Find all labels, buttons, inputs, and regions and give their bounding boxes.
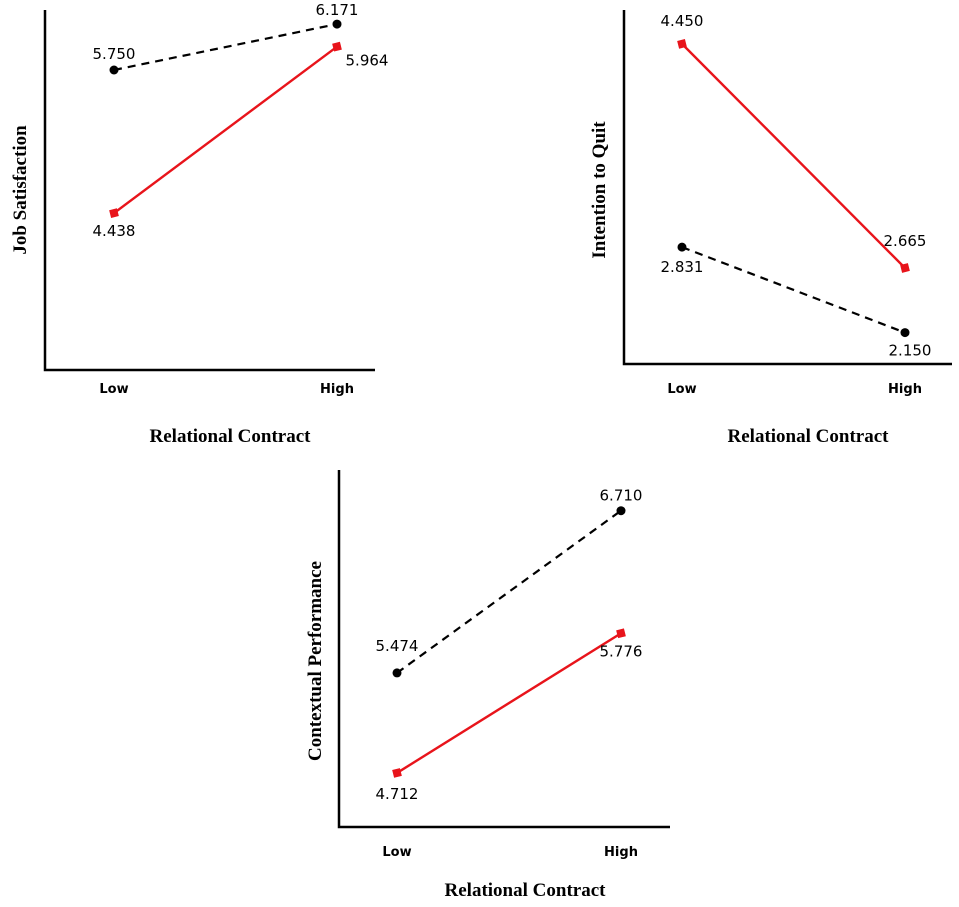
data-point-dashed-high bbox=[616, 506, 626, 516]
axis-lines bbox=[622, 10, 952, 366]
data-point-dashed-high bbox=[332, 19, 342, 29]
data-point-dashed-low bbox=[392, 668, 402, 678]
series-line-solid bbox=[396, 632, 622, 774]
x-tick-label-high: High bbox=[604, 845, 638, 860]
x-tick-label-high: High bbox=[320, 382, 354, 397]
data-label-dashed-high: 6.710 bbox=[600, 487, 643, 505]
chart-panel-3: Low High Relational Contract Contextual Per… bbox=[305, 470, 670, 901]
chart-panel-1: Low High Relational Contract Job Satisfacti… bbox=[10, 1, 388, 447]
data-point-dashed-high bbox=[900, 328, 910, 338]
data-point-solid-low bbox=[392, 768, 402, 778]
series-line-dashed bbox=[681, 246, 906, 334]
data-point-solid-high bbox=[616, 628, 626, 639]
data-label-solid-high: 5.964 bbox=[346, 52, 389, 70]
data-point-solid-low bbox=[677, 39, 687, 49]
x-axis-label: Relational Contract bbox=[150, 426, 312, 447]
series-line-solid bbox=[681, 43, 906, 269]
axis-lines bbox=[337, 470, 670, 829]
y-axis-label: Job Satisfaction bbox=[10, 125, 31, 255]
data-point-dashed-low bbox=[677, 242, 687, 252]
data-point-solid-low bbox=[109, 208, 119, 218]
data-label-dashed-high: 2.150 bbox=[889, 342, 932, 360]
series-line-solid bbox=[113, 45, 338, 215]
data-label-solid-high: 2.665 bbox=[884, 232, 927, 250]
x-tick-label-low: Low bbox=[99, 382, 128, 397]
x-axis-label: Relational Contract bbox=[445, 880, 607, 901]
axis-lines bbox=[43, 10, 375, 372]
data-label-solid-low: 4.450 bbox=[661, 12, 704, 30]
chart-panel-2: Low High Relational Contract Intention to Q… bbox=[589, 10, 952, 447]
data-label-solid-low: 4.712 bbox=[376, 785, 419, 803]
y-axis-label: Intention to Quit bbox=[589, 121, 610, 259]
data-point-solid-high bbox=[332, 41, 342, 52]
data-point-dashed-low bbox=[109, 65, 119, 75]
data-point-solid-high bbox=[900, 263, 910, 273]
x-tick-label-high: High bbox=[888, 382, 922, 397]
y-axis-label: Contextual Performance bbox=[305, 561, 326, 761]
x-axis-label: Relational Contract bbox=[728, 426, 890, 447]
data-label-solid-low: 4.438 bbox=[93, 222, 136, 240]
x-tick-label-low: Low bbox=[667, 382, 696, 397]
data-label-solid-high: 5.776 bbox=[600, 642, 643, 660]
data-label-dashed-low: 5.750 bbox=[93, 45, 136, 63]
data-label-dashed-low: 5.474 bbox=[376, 637, 419, 655]
x-tick-label-low: Low bbox=[382, 845, 411, 860]
data-label-dashed-high: 6.171 bbox=[316, 1, 359, 19]
series-line-dashed bbox=[113, 22, 338, 72]
data-label-dashed-low: 2.831 bbox=[661, 258, 704, 276]
series-line-dashed bbox=[396, 509, 622, 674]
